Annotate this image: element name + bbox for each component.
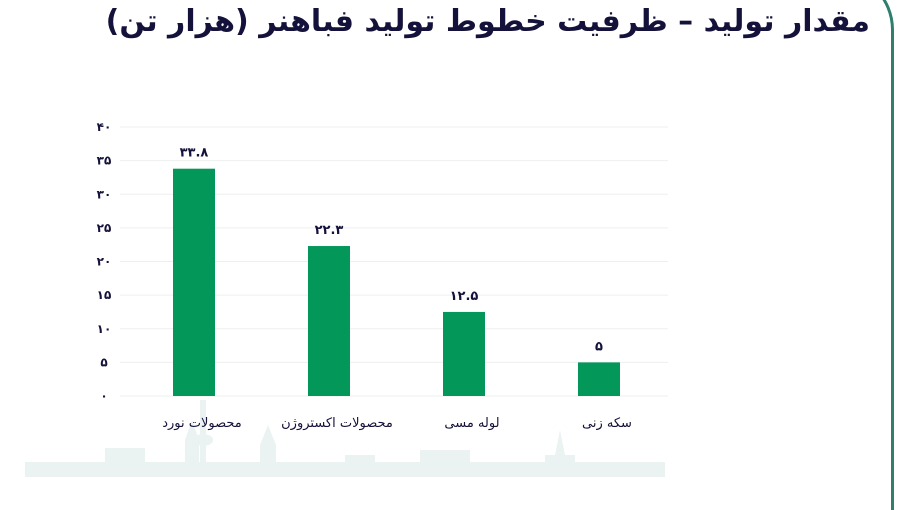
bar — [578, 362, 620, 396]
data-label: ۱۲.۵ — [450, 289, 479, 304]
y-tick-label: ۱۰ — [97, 322, 112, 336]
y-tick-label: ۰ — [100, 389, 107, 403]
bar — [443, 311, 485, 396]
bar-chart: ۰ ۵ ۱۰ ۱۵ ۲۰ ۲۵ ۳۰ ۳۵ ۴۰ ۳۳.۸ محصولات نورد ۲۲.۳ محصو… — [97, 120, 668, 431]
data-label: ۳۳.۸ — [180, 146, 209, 161]
y-tick-label: ۲۵ — [97, 221, 112, 235]
y-tick-label: ۳۵ — [97, 154, 112, 168]
x-tick-label: سکه زنی — [582, 416, 632, 431]
data-label: ۲۲.۳ — [315, 223, 344, 238]
y-tick-label: ۳۰ — [97, 187, 112, 201]
x-tick-label: محصولات اکستروژن — [281, 416, 393, 431]
y-tick-label: ۱۵ — [97, 288, 112, 302]
city-skyline-watermark — [25, 400, 665, 477]
x-tick-label: محصولات نورد — [162, 416, 242, 431]
x-tick-label: لوله مسی — [444, 416, 499, 431]
data-label: ۵ — [595, 339, 603, 354]
y-tick-label: ۲۰ — [97, 255, 112, 269]
chart-title: مقدار تولید – ظرفیت خطوط تولید فباهنر (ه… — [105, 4, 871, 39]
y-tick-label: ۵ — [100, 355, 107, 369]
bar — [173, 168, 215, 396]
bar — [308, 246, 350, 396]
y-tick-label: ۴۰ — [97, 120, 112, 134]
